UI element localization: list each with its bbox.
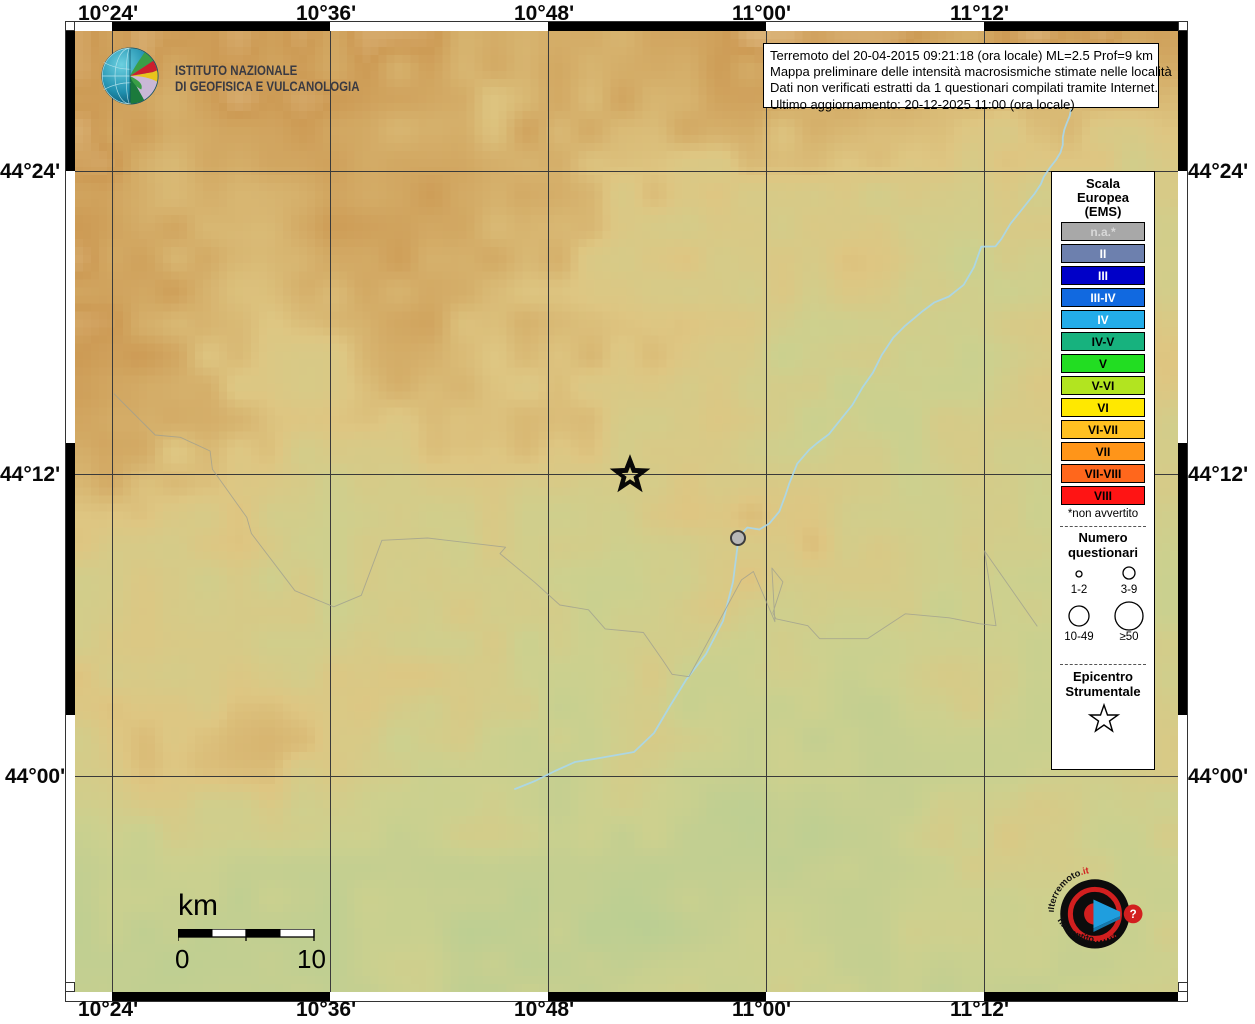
svg-text:≥50: ≥50 [1119, 631, 1138, 643]
svg-text:3-9: 3-9 [1121, 584, 1138, 596]
svg-text:?: ? [1130, 909, 1137, 921]
svg-text:10-49: 10-49 [1064, 631, 1093, 643]
svg-text:1-2: 1-2 [1071, 584, 1088, 596]
